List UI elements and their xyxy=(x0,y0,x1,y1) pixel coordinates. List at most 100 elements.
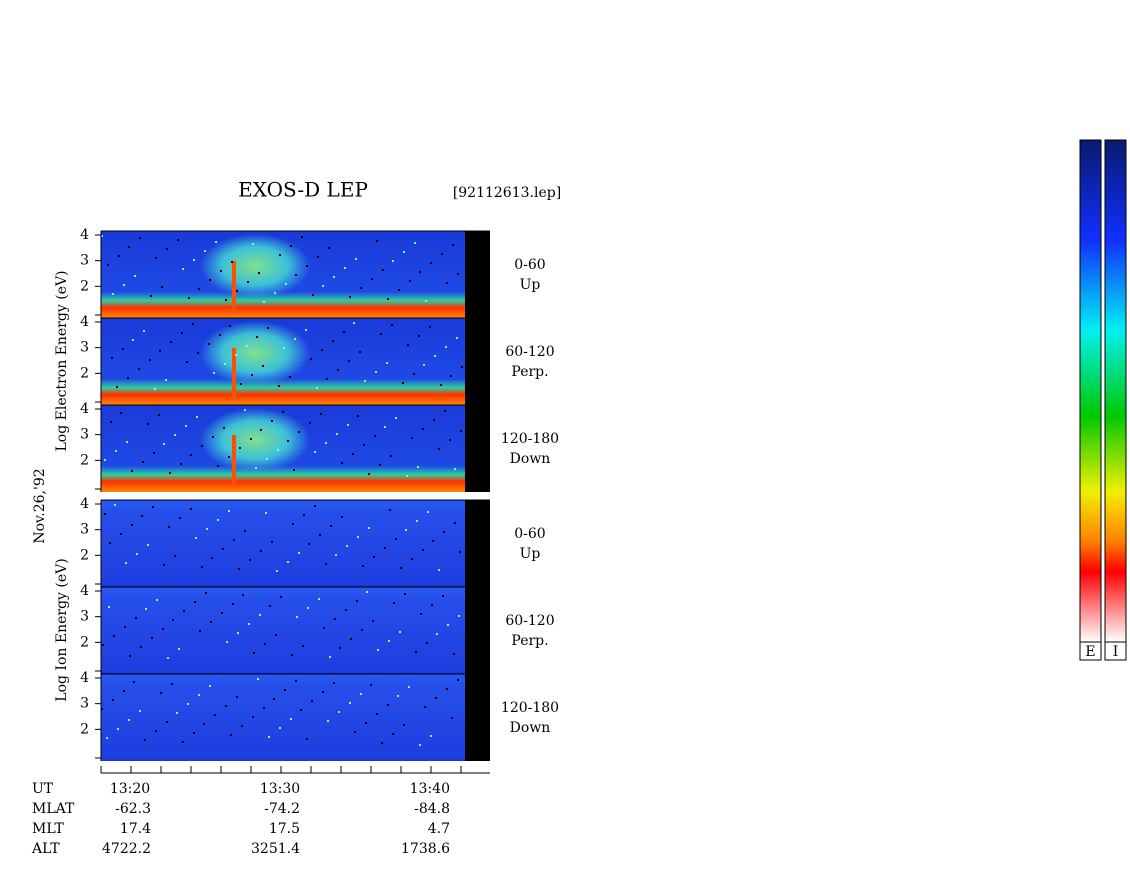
noise xyxy=(429,326,431,328)
direction: Perp. xyxy=(511,633,548,649)
noise xyxy=(155,730,157,732)
noise xyxy=(460,430,462,432)
spectrogram-feature xyxy=(232,435,236,487)
noise xyxy=(298,552,300,554)
spectrogram-feature xyxy=(101,682,465,759)
noise xyxy=(430,735,432,737)
noise xyxy=(131,470,133,472)
colorbar-label: I xyxy=(1113,644,1119,660)
noise xyxy=(441,253,443,255)
noise xyxy=(319,534,321,536)
noise xyxy=(422,549,424,551)
noise xyxy=(445,346,447,348)
noise xyxy=(182,268,184,270)
noise xyxy=(398,289,400,291)
noise xyxy=(365,722,367,724)
noise xyxy=(201,566,203,568)
noise xyxy=(438,569,440,571)
noise xyxy=(461,366,463,368)
noise xyxy=(336,433,338,435)
noise xyxy=(114,504,116,506)
noise xyxy=(458,615,460,617)
pitch-angle: 0-60 xyxy=(514,257,545,273)
noise xyxy=(177,239,179,241)
noise xyxy=(459,551,461,553)
noise xyxy=(239,447,241,449)
noise xyxy=(263,301,265,303)
noise xyxy=(333,682,335,684)
noise xyxy=(323,627,325,629)
spectrogram-feature xyxy=(101,595,465,672)
noise xyxy=(113,635,115,637)
noise xyxy=(217,465,219,467)
noise xyxy=(360,693,362,695)
noise xyxy=(178,648,180,650)
noise xyxy=(376,713,378,715)
noise xyxy=(362,565,364,567)
noise xyxy=(256,336,258,338)
noise xyxy=(344,267,346,269)
spectrogram-feature xyxy=(200,408,310,472)
noise xyxy=(406,475,408,477)
data-gap xyxy=(465,587,490,674)
y-tick-label: 2 xyxy=(80,278,89,294)
noise xyxy=(201,445,203,447)
noise xyxy=(282,411,284,413)
noise xyxy=(174,555,176,557)
noise xyxy=(392,733,394,735)
noise xyxy=(252,243,254,245)
noise xyxy=(356,600,358,602)
noise xyxy=(171,683,173,685)
noise xyxy=(295,680,297,682)
noise xyxy=(419,271,421,273)
noise xyxy=(198,694,200,696)
noise xyxy=(220,270,222,272)
noise xyxy=(368,527,370,529)
noise xyxy=(436,633,438,635)
noise xyxy=(291,654,293,656)
noise xyxy=(125,562,127,564)
noise xyxy=(102,644,104,646)
noise xyxy=(372,620,374,622)
row-value: 13:40 xyxy=(410,781,450,797)
noise xyxy=(221,612,223,614)
noise xyxy=(165,379,167,381)
noise xyxy=(183,610,185,612)
row-value: 1738.6 xyxy=(401,841,450,857)
noise xyxy=(249,559,251,561)
data-gap xyxy=(465,500,490,587)
noise xyxy=(277,449,279,451)
noise xyxy=(360,287,362,289)
noise xyxy=(283,347,285,349)
noise xyxy=(118,255,120,257)
noise xyxy=(120,533,122,535)
noise xyxy=(192,323,194,325)
noise xyxy=(454,468,456,470)
noise xyxy=(226,641,228,643)
noise xyxy=(295,274,297,276)
noise xyxy=(395,538,397,540)
row-label: UT xyxy=(32,781,54,797)
noise xyxy=(438,448,440,450)
colorbar-label-box xyxy=(1104,641,1127,661)
noise xyxy=(151,637,153,639)
noise xyxy=(334,618,336,620)
noise xyxy=(303,514,305,516)
noise xyxy=(432,540,434,542)
noise xyxy=(147,423,149,425)
noise xyxy=(185,425,187,427)
noise xyxy=(390,455,392,457)
noise xyxy=(268,736,270,738)
noise xyxy=(337,369,339,371)
noise xyxy=(457,679,459,681)
y-tick-label: 4 xyxy=(80,670,89,686)
noise xyxy=(427,511,429,513)
colorbar-label-box xyxy=(1079,641,1102,661)
noise xyxy=(409,280,411,282)
noise xyxy=(357,415,359,417)
noise xyxy=(333,276,335,278)
noise xyxy=(214,714,216,716)
noise xyxy=(190,508,192,510)
noise xyxy=(138,368,140,370)
